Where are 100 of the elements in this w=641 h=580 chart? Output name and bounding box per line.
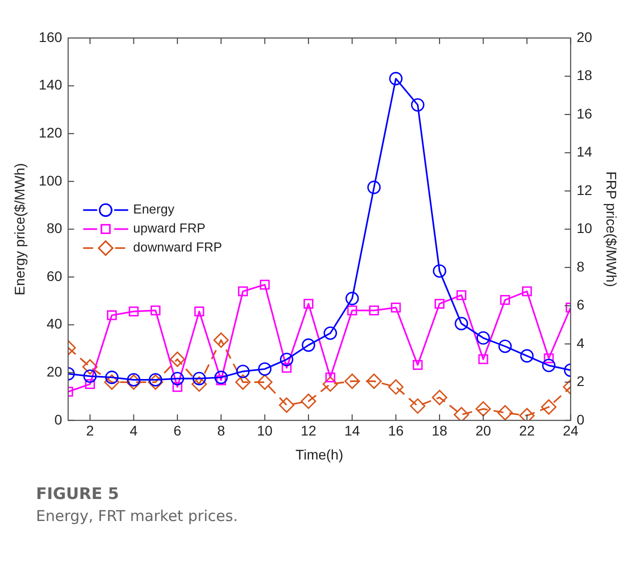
point xyxy=(278,397,294,413)
point xyxy=(300,394,316,409)
point xyxy=(106,310,117,320)
point xyxy=(389,72,403,86)
point xyxy=(520,349,534,363)
point xyxy=(432,264,446,278)
y2-tick-label: 4 xyxy=(576,334,585,351)
point xyxy=(128,306,139,316)
point xyxy=(324,326,338,340)
point xyxy=(127,373,140,386)
point xyxy=(194,306,204,316)
point xyxy=(105,370,119,384)
point xyxy=(478,354,488,364)
point xyxy=(476,331,490,345)
point xyxy=(347,306,358,316)
x-tick-label: 8 xyxy=(217,422,226,439)
x-tick-label: 24 xyxy=(562,422,579,439)
point xyxy=(214,370,228,384)
y2-tick-label: 0 xyxy=(576,411,585,428)
point xyxy=(280,352,294,366)
y-tick-label: 20 xyxy=(46,363,62,380)
legend-label: downward FRP xyxy=(133,240,222,255)
y2-tick-label: 8 xyxy=(576,258,585,274)
point xyxy=(104,374,120,390)
point xyxy=(260,280,270,290)
point xyxy=(344,374,360,389)
point xyxy=(497,405,513,420)
point xyxy=(345,292,359,306)
point xyxy=(541,399,556,415)
point xyxy=(366,374,382,389)
point xyxy=(192,376,207,392)
y-tick-label: 140 xyxy=(38,76,62,93)
point xyxy=(388,379,404,395)
y2-tick-label: 16 xyxy=(576,105,592,122)
x-tick-label: 12 xyxy=(300,422,316,439)
point xyxy=(434,298,444,309)
point xyxy=(304,298,314,309)
point xyxy=(302,338,316,352)
point xyxy=(390,302,401,313)
x-tick-label: 6 xyxy=(173,422,182,439)
point xyxy=(454,406,470,420)
point xyxy=(498,340,512,354)
point xyxy=(235,374,251,390)
point xyxy=(192,372,206,386)
y-tick-label: 160 xyxy=(38,28,62,45)
point xyxy=(126,374,142,390)
x-tick-label: 20 xyxy=(475,422,492,439)
point xyxy=(544,353,554,364)
point xyxy=(148,373,162,386)
point xyxy=(412,360,423,370)
point xyxy=(238,286,248,296)
x-tick-label: 2 xyxy=(86,422,94,439)
x-tick-label: 10 xyxy=(256,422,273,439)
x-tick-label: 22 xyxy=(519,422,535,439)
point xyxy=(148,374,164,390)
point xyxy=(172,382,182,392)
y2-tick-label: 6 xyxy=(576,296,585,313)
y-axis-title: Energy price($/MWh) xyxy=(11,163,28,296)
x-tick-label: 14 xyxy=(344,422,360,439)
y-tick-label: 60 xyxy=(46,268,62,284)
point xyxy=(82,359,98,375)
x-tick-label: 18 xyxy=(432,422,448,439)
point xyxy=(522,286,532,296)
y2-tick-label: 2 xyxy=(576,373,585,390)
point xyxy=(542,358,556,372)
point xyxy=(83,369,97,383)
point xyxy=(456,290,466,300)
y-tick-label: 100 xyxy=(38,172,62,188)
caption: FIGURE 5 xyxy=(36,484,120,503)
y2-tick-label: 14 xyxy=(576,144,592,160)
y-tick-label: 80 xyxy=(46,220,62,236)
point xyxy=(500,295,510,305)
point xyxy=(85,379,95,390)
y2-tick-label: 20 xyxy=(576,28,592,45)
y2-tick-label: 12 xyxy=(576,182,592,198)
point xyxy=(367,180,381,194)
point xyxy=(369,306,379,316)
y-tick-label: 0 xyxy=(54,411,62,428)
text: Energy, FRT market prices. xyxy=(36,507,239,525)
legend-label: Energy xyxy=(133,202,175,217)
y-tick-label: 40 xyxy=(46,316,62,332)
point xyxy=(454,316,468,330)
point xyxy=(150,306,160,316)
y2-tick-label: 10 xyxy=(576,220,592,236)
legend-label: upward FRP xyxy=(133,220,206,236)
point xyxy=(257,374,272,390)
y2-tick-label: 18 xyxy=(576,67,592,84)
x-tick-label: 16 xyxy=(388,422,404,439)
point xyxy=(411,98,424,112)
point xyxy=(170,372,184,386)
x-tick-label: 4 xyxy=(130,422,138,439)
x-axis-title: Time(h) xyxy=(296,446,344,462)
point xyxy=(170,352,186,367)
point xyxy=(258,362,272,376)
point xyxy=(432,390,448,406)
y2-axis-title: FRP price($/MWh) xyxy=(604,171,620,288)
point xyxy=(213,332,229,348)
point xyxy=(282,362,292,373)
point xyxy=(325,372,336,382)
point xyxy=(236,364,250,378)
